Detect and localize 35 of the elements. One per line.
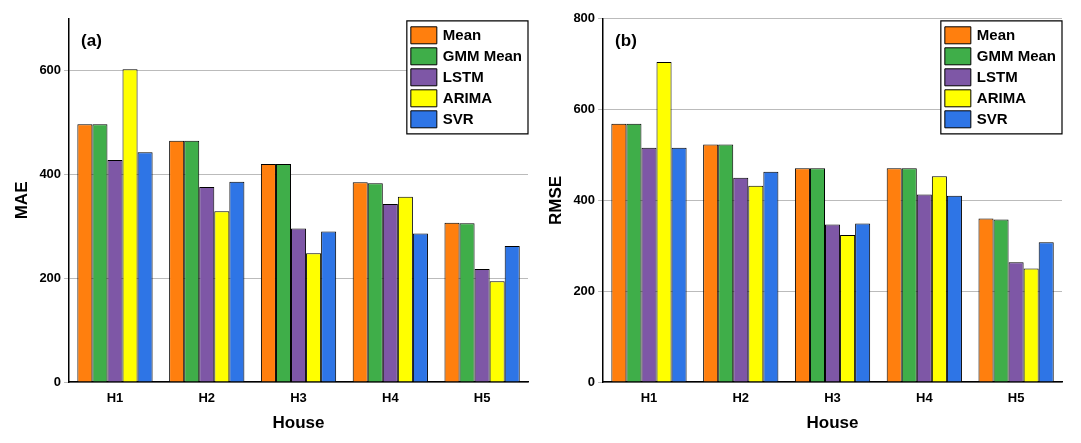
- legend-label: SVR: [442, 110, 474, 128]
- y-tick-label: 400: [573, 191, 596, 207]
- legend-label: LSTM: [976, 68, 1018, 86]
- legend-label: ARIMA: [976, 89, 1027, 107]
- y-tick-label: 0: [587, 373, 596, 389]
- legend-label: GMM Mean: [442, 47, 522, 65]
- x-axis-title: House: [272, 413, 325, 433]
- y-tick-label: 0: [53, 373, 62, 389]
- y-tick-label: 400: [39, 166, 62, 182]
- y-axis-title: RMSE: [545, 175, 565, 225]
- x-tick-label: H3: [290, 390, 307, 406]
- annotation: (b): [615, 30, 637, 50]
- x-tick-label: H3: [824, 390, 841, 406]
- y-tick-label: 200: [573, 282, 596, 298]
- x-tick-label: H4: [916, 390, 934, 406]
- legend-label: ARIMA: [442, 89, 493, 107]
- legend-label: Mean: [976, 26, 1016, 44]
- legend-label: SVR: [976, 110, 1008, 128]
- legend-label: LSTM: [442, 68, 484, 86]
- y-tick-label: 200: [39, 269, 62, 285]
- y-tick-label: 600: [39, 62, 62, 78]
- y-tick-label: 600: [573, 101, 596, 117]
- x-tick-label: H4: [382, 390, 400, 406]
- annotation: (a): [81, 30, 102, 50]
- y-axis-title: MAE: [11, 181, 31, 220]
- legend-label: Mean: [442, 26, 482, 44]
- x-tick-label: H5: [1007, 390, 1025, 406]
- x-tick-label: H1: [106, 390, 124, 406]
- x-tick-label: H2: [732, 390, 750, 406]
- legend-label: GMM Mean: [976, 47, 1056, 65]
- x-axis-title: House: [806, 413, 859, 433]
- y-tick-label: 800: [573, 10, 596, 26]
- x-tick-label: H5: [473, 390, 491, 406]
- x-tick-label: H2: [198, 390, 216, 406]
- x-tick-label: H1: [640, 390, 658, 406]
